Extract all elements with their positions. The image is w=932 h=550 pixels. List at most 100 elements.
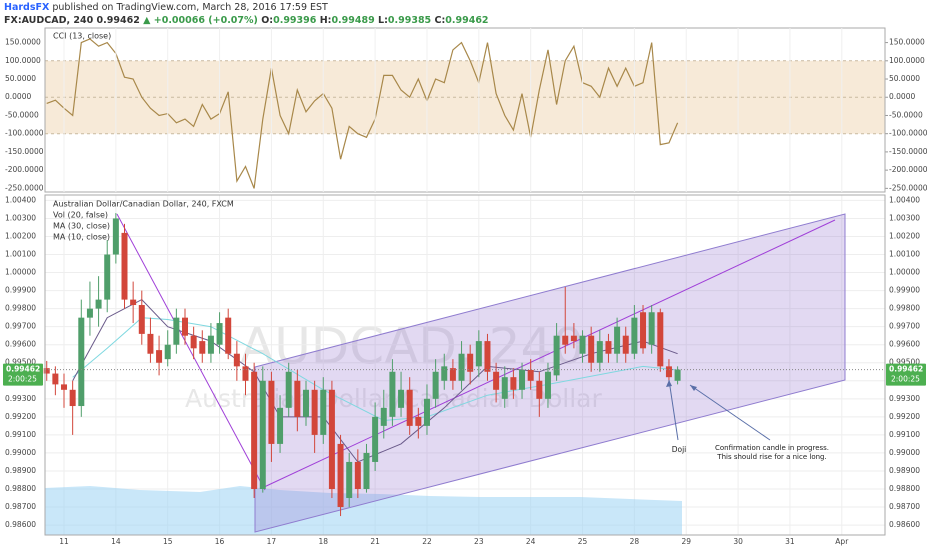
y-tick-label: -50.0000: [889, 110, 923, 119]
y-tick-label: 50.0000: [889, 74, 920, 83]
y-tick-label: 0.98800: [889, 484, 920, 493]
candle-body: [614, 326, 621, 354]
candle-body: [449, 368, 456, 381]
legend-entry: Vol (20, false): [53, 211, 108, 220]
candle-body: [294, 380, 301, 417]
last: 0.99462: [97, 15, 140, 26]
candle-body: [501, 377, 508, 399]
volume-area: [45, 486, 682, 535]
price-tag-label: 0.99462: [889, 365, 923, 374]
candle-body: [596, 341, 603, 363]
x-tick-label: 22: [422, 537, 432, 546]
x-tick-label: 21: [370, 537, 380, 546]
open-label: O:: [261, 15, 273, 26]
y-tick-label: 0.99800: [889, 304, 920, 313]
y-tick-label: 150.0000: [5, 38, 41, 47]
candle-body: [398, 389, 405, 408]
annotation: Doji: [672, 445, 687, 454]
y-tick-label: 0.99100: [5, 430, 36, 439]
y-tick-label: 0.99500: [889, 358, 920, 367]
low: 0.99385: [388, 15, 431, 26]
y-tick-label: 0.99800: [5, 304, 36, 313]
x-tick-label: 16: [215, 537, 225, 546]
y-tick-label: 100.0000: [5, 56, 41, 65]
y-tick-label: 1.00200: [889, 231, 920, 240]
candle-body: [458, 353, 465, 381]
y-tick-label: -200.0000: [889, 165, 928, 174]
legend-entry: MA (30, close): [53, 222, 110, 231]
countdown-label: 2:00:25: [891, 375, 920, 384]
candle-body: [527, 369, 534, 381]
y-tick-label: -200.0000: [5, 165, 44, 174]
candle-body: [467, 353, 474, 372]
candle-body: [225, 317, 232, 354]
y-tick-label: 0.98700: [889, 502, 920, 511]
candle-body: [251, 371, 258, 490]
y-tick-label: -250.0000: [5, 183, 44, 192]
candle-body: [432, 371, 439, 399]
candle-body: [233, 353, 240, 367]
y-tick-label: 0.99000: [889, 448, 920, 457]
candle-body: [268, 380, 275, 444]
panel-title: CCI (13, close): [53, 32, 111, 41]
candle-body: [52, 373, 59, 385]
panel-border: [44, 194, 886, 536]
x-tick-label: 14: [111, 537, 121, 546]
candle-body: [406, 389, 413, 426]
y-tick-label: 50.0000: [5, 74, 36, 83]
candle-body: [86, 308, 93, 318]
candle-body: [337, 443, 344, 508]
candle-body: [328, 389, 335, 490]
header-line2: FX:AUDCAD, 240 0.99462 ▲ +0.00066 (+0.07…: [4, 15, 489, 26]
candle-body: [285, 371, 292, 408]
candle-body: [536, 380, 543, 399]
candle-body: [354, 461, 361, 490]
change: ▲ +0.00066 (+0.07%): [143, 15, 258, 26]
y-tick-label: 0.99200: [889, 412, 920, 421]
y-tick-label: 0.99900: [5, 286, 36, 295]
candle-body: [493, 371, 500, 390]
arrow: [689, 384, 771, 441]
candle-body: [631, 317, 638, 354]
x-tick-label: 23: [474, 537, 484, 546]
panel-title: Australian Dollar/Canadian Dollar, 240, …: [53, 200, 234, 209]
y-tick-label: 1.00400: [889, 195, 920, 204]
candle-body: [311, 389, 318, 435]
candle-body: [441, 366, 448, 381]
candle-body: [207, 335, 214, 354]
author[interactable]: HardsFX: [4, 2, 50, 13]
candle-body: [216, 323, 223, 345]
panel-border: [44, 27, 886, 193]
y-tick-label: 0.99600: [889, 340, 920, 349]
y-tick-label: 0.98900: [5, 466, 36, 475]
candle-body: [277, 407, 284, 444]
header-line1: HardsFX published on TradingView.com, Ma…: [4, 2, 328, 13]
y-tick-label: 0.99300: [889, 394, 920, 403]
price-tag: [3, 363, 43, 386]
candle-body: [182, 317, 188, 336]
candle-body: [519, 369, 526, 390]
candle-body: [415, 416, 422, 426]
y-tick-label: 0.99900: [889, 286, 920, 295]
candle-body: [259, 380, 266, 490]
candle-body: [423, 398, 430, 426]
y-tick-label: 1.00400: [5, 195, 36, 204]
cci-line: [46, 38, 679, 189]
x-tick-label: 11: [59, 537, 69, 546]
high: 0.99489: [331, 15, 374, 26]
candle-body: [553, 335, 560, 376]
y-tick-label: -100.0000: [889, 129, 928, 138]
y-tick-label: 0.0000: [5, 92, 31, 101]
candle-body: [69, 389, 76, 407]
candle-body: [130, 299, 137, 306]
legend-entry: MA (10, close): [53, 233, 110, 242]
y-tick-label: 1.00300: [889, 213, 920, 222]
candle-body: [579, 335, 586, 354]
candle-body: [138, 305, 145, 334]
price-tag: [886, 363, 926, 386]
candle-body: [510, 377, 517, 390]
x-tick-label: 31: [785, 537, 795, 546]
x-tick-label: 18: [318, 537, 328, 546]
published: published on TradingView.com, March 28, …: [52, 2, 328, 13]
